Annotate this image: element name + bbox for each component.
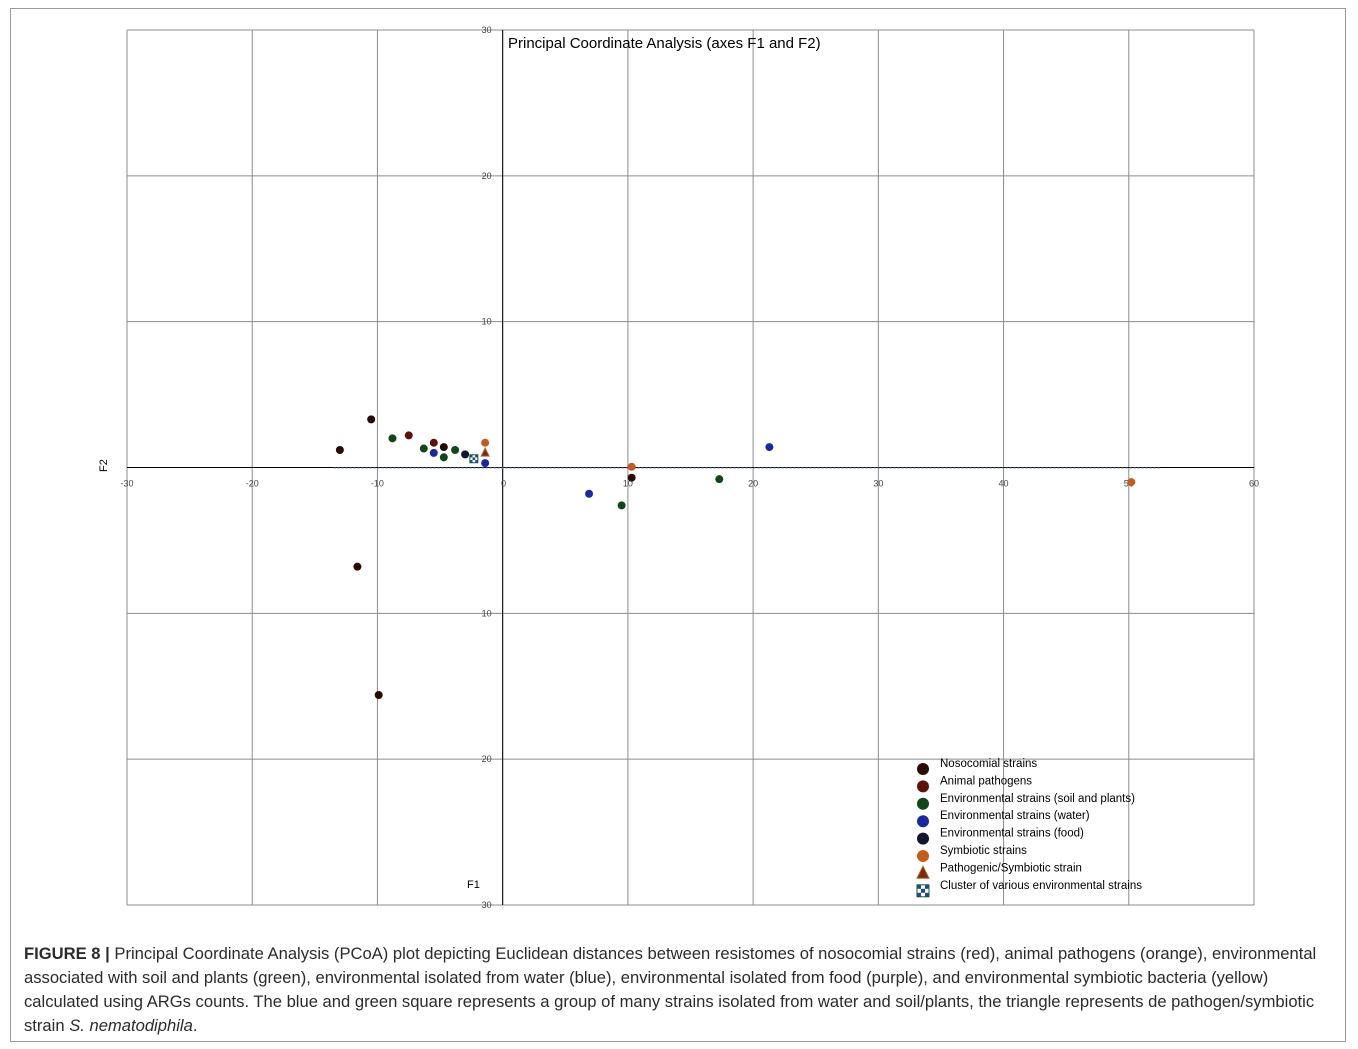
data-point — [429, 438, 438, 447]
data-point — [627, 473, 636, 482]
legend-marker — [916, 884, 930, 898]
legend-label: Symbiotic strains — [940, 845, 1027, 857]
x-tick-label: 10 — [623, 479, 633, 489]
legend-entry: Environmental strains (water) — [917, 810, 1090, 828]
legend-entry: Environmental strains (soil and plants) — [917, 793, 1135, 810]
caption-line-3: symbiotic bacteria (yellow) calculated u… — [24, 968, 1269, 1011]
data-point — [439, 443, 448, 452]
data-point — [469, 454, 479, 464]
legend-label: Cluster of various environmental strains — [940, 880, 1142, 892]
legend: Nosocomial strains Animal pathogens Enviro… — [916, 758, 1142, 898]
legend-marker — [917, 780, 929, 793]
data-point — [585, 489, 594, 498]
data-point — [461, 450, 470, 459]
x-tick-label: -10 — [371, 479, 384, 489]
x-tick-label: 0 — [501, 479, 506, 489]
data-point — [419, 444, 428, 453]
y-axis-title: F2 — [98, 459, 110, 472]
axes — [127, 30, 1254, 905]
figure-frame — [10, 8, 1346, 1042]
x-tick-label: 20 — [748, 479, 758, 489]
data-point — [617, 501, 626, 510]
legend-entry: Environmental strains (food) — [917, 828, 1084, 845]
data-point — [353, 562, 362, 571]
legend-label: Nosocomial strains — [940, 758, 1037, 770]
x-tick-label: 40 — [999, 479, 1009, 489]
legend-label: Environmental strains (soil and plants) — [940, 793, 1135, 805]
y-tick-label: 10 — [482, 608, 492, 618]
legend-entry: Symbiotic strains — [917, 845, 1027, 862]
legend-entry: Nosocomial strains — [917, 758, 1037, 775]
y-tick-label: 20 — [482, 171, 492, 181]
y-tick-label: 20 — [482, 754, 492, 764]
x-tick-label: -20 — [246, 479, 259, 489]
legend-label: Environmental strains (food) — [940, 828, 1084, 840]
y-tick-label: 30 — [482, 900, 492, 910]
data-point — [715, 475, 724, 484]
data-point — [480, 446, 490, 457]
legend-marker — [916, 865, 930, 879]
caption-end: . — [192, 1016, 198, 1035]
chart-title: Principal Coordinate Analysis (axes F1 a… — [508, 35, 821, 52]
caption-line-4: triangle represents de pathogen/symbioti… — [24, 992, 1315, 1035]
legend-marker — [917, 815, 929, 828]
legend-entry: Cluster of various environmental strains — [916, 880, 1142, 898]
data-point — [439, 453, 448, 462]
figure-caption: FIGURE 8 | Principal Coordinate Analysis… — [24, 942, 1324, 1038]
caption-line-1: Principal Coordinate Analysis (PCoA) plo… — [114, 944, 1208, 963]
data-point — [335, 446, 344, 454]
data-point — [481, 459, 490, 468]
legend-label: Animal pathogens — [940, 775, 1032, 787]
pcoa-scatter-plot: -30-20-100102030405060302010102030 Princ… — [98, 25, 1259, 910]
caption-species: S. nematodiphila — [69, 1016, 193, 1035]
x-axis-title: F1 — [467, 879, 480, 891]
data-point — [481, 438, 490, 447]
data-point — [429, 448, 438, 457]
legend-marker — [917, 832, 929, 845]
x-tick-label: 30 — [873, 479, 883, 489]
caption-line-2: environmental associated with soil and p… — [24, 944, 1317, 987]
legend-entry: Pathogenic/Symbiotic strain — [916, 862, 1082, 879]
legend-entry: Animal pathogens — [917, 775, 1032, 793]
data-points — [335, 415, 1136, 699]
x-tick-label: 60 — [1249, 479, 1259, 489]
legend-marker — [917, 797, 929, 810]
legend-label: Environmental strains (water) — [940, 810, 1090, 822]
data-point — [404, 431, 413, 440]
y-tick-label: 10 — [482, 317, 492, 327]
y-tick-label: 30 — [482, 25, 492, 35]
caption-figure-label: FIGURE 8 | — [24, 944, 110, 963]
data-point — [374, 691, 383, 699]
data-point — [627, 462, 636, 471]
x-tick-label: -30 — [120, 479, 133, 489]
data-point — [765, 443, 774, 452]
legend-marker — [917, 850, 929, 862]
data-point — [451, 446, 460, 454]
data-point — [367, 415, 376, 424]
legend-marker — [917, 763, 929, 775]
data-point — [1127, 478, 1136, 487]
legend-label: Pathogenic/Symbiotic strain — [940, 862, 1082, 874]
data-point — [388, 434, 397, 443]
